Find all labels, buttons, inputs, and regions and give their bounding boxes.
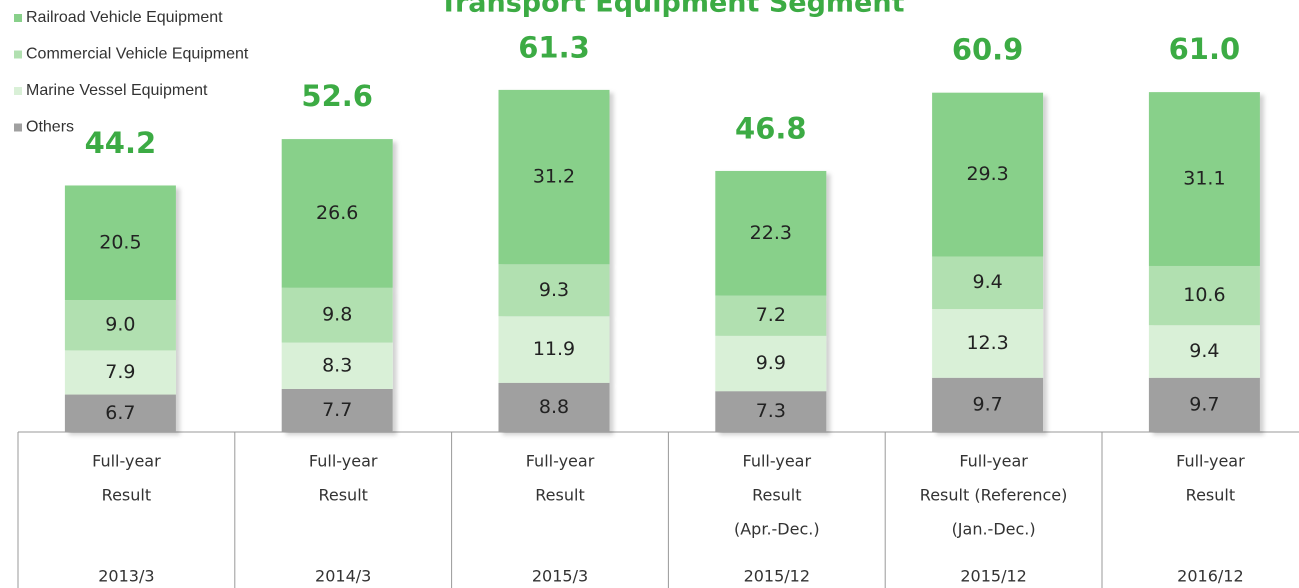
bar-segment [64,185,176,301]
x-tick-label: 2016/12 [1177,567,1243,586]
bar-segment [715,295,827,336]
period-label: (Apr.-Dec.) [734,520,820,539]
segment-label: 7.7 [322,399,352,421]
segment-label: 8.3 [322,354,352,376]
segment-label: 12.3 [966,332,1008,354]
period-label: Result [318,486,367,505]
bar-segment [1148,92,1260,266]
segment-label: 9.8 [322,304,352,326]
segment-label: 9.9 [756,352,786,374]
legend-label: Marine Vessel Equipment [26,82,208,99]
period-label: Full-year [743,452,812,471]
bar-segment [1148,377,1260,432]
segment-label: 31.1 [1183,168,1225,190]
segment-label: 9.4 [1189,340,1219,362]
bar-segment [1148,265,1260,326]
period-label: Result [102,486,151,505]
period-label: Full-year [526,452,595,471]
segment-label: 9.7 [1189,393,1219,415]
period-label: Full-year [1176,452,1245,471]
bar-segment [715,391,827,432]
total-label: 46.8 [735,111,807,145]
x-tick-label: 2015/12 [744,567,810,586]
segment-label: 7.2 [756,304,786,326]
legend-swatch [14,123,22,132]
segment-label: 7.9 [105,361,135,383]
bar-segment [64,394,176,432]
segment-label: 26.6 [316,202,358,224]
total-label: 61.0 [1169,32,1241,66]
period-label: Result [1186,486,1235,505]
bar-segment [281,139,393,288]
legend-swatch [14,50,22,59]
total-label: 52.6 [301,79,373,113]
bar-group [715,170,827,432]
period-label: Result [535,486,584,505]
legend-label: Commercial Vehicle Equipment [26,46,249,63]
bar-group [64,185,176,432]
bar-group [281,139,393,432]
segment-label: 22.3 [750,222,792,244]
bar-segment [715,170,827,296]
bar-segment [498,89,610,265]
segment-label: 9.4 [972,271,1002,293]
bar-segment [1148,325,1260,378]
x-tick-label: 2015/12 [960,567,1026,586]
period-label: (Jan.-Dec.) [952,520,1036,539]
bar-segment [64,350,176,395]
segment-label: 7.3 [756,400,786,422]
legend-label: Railroad Vehicle Equipment [26,9,223,26]
period-label: Result (Reference) [920,486,1068,505]
total-label: 61.3 [518,30,590,64]
legend-swatch [14,87,22,95]
bar-segment [498,264,610,317]
x-tick-label: 2013/3 [98,567,154,586]
segment-label: 29.3 [966,163,1008,185]
bar-group [498,89,610,432]
segment-label: 10.6 [1183,284,1225,306]
x-tick-label: 2014/3 [315,567,371,586]
bar-segment [715,335,827,392]
segment-label: 20.5 [99,231,141,253]
bar-segment [281,287,393,343]
bar-segment [281,342,393,389]
segment-label: 31.2 [533,166,575,188]
segment-label: 9.3 [539,279,569,301]
segment-label: 11.9 [533,338,575,360]
bar-segment [281,388,393,432]
bar-segment [498,382,610,432]
period-label: Full-year [309,452,378,471]
period-label: Result [752,486,801,505]
bar-segment [932,92,1044,257]
total-label: 60.9 [952,33,1024,67]
segment-label: 8.8 [539,396,569,418]
period-label: Full-year [959,452,1028,471]
total-label: 44.2 [85,126,157,160]
chart-title: Transport Equipment Segment [440,0,905,19]
bar-group [1148,92,1260,432]
x-tick-label: 2015/3 [532,567,588,586]
segment-label: 9.0 [105,314,135,336]
legend-label: Others [26,119,74,136]
legend-swatch [14,14,22,22]
segment-label: 9.7 [972,393,1002,415]
segment-label: 6.7 [105,402,135,424]
bar-segment [932,377,1044,432]
bar-segment [932,309,1044,378]
bar-group [932,92,1044,432]
period-label: Full-year [92,452,161,471]
bar-segment [64,300,176,351]
bar-segment [932,256,1044,310]
bar-segment [498,316,610,383]
